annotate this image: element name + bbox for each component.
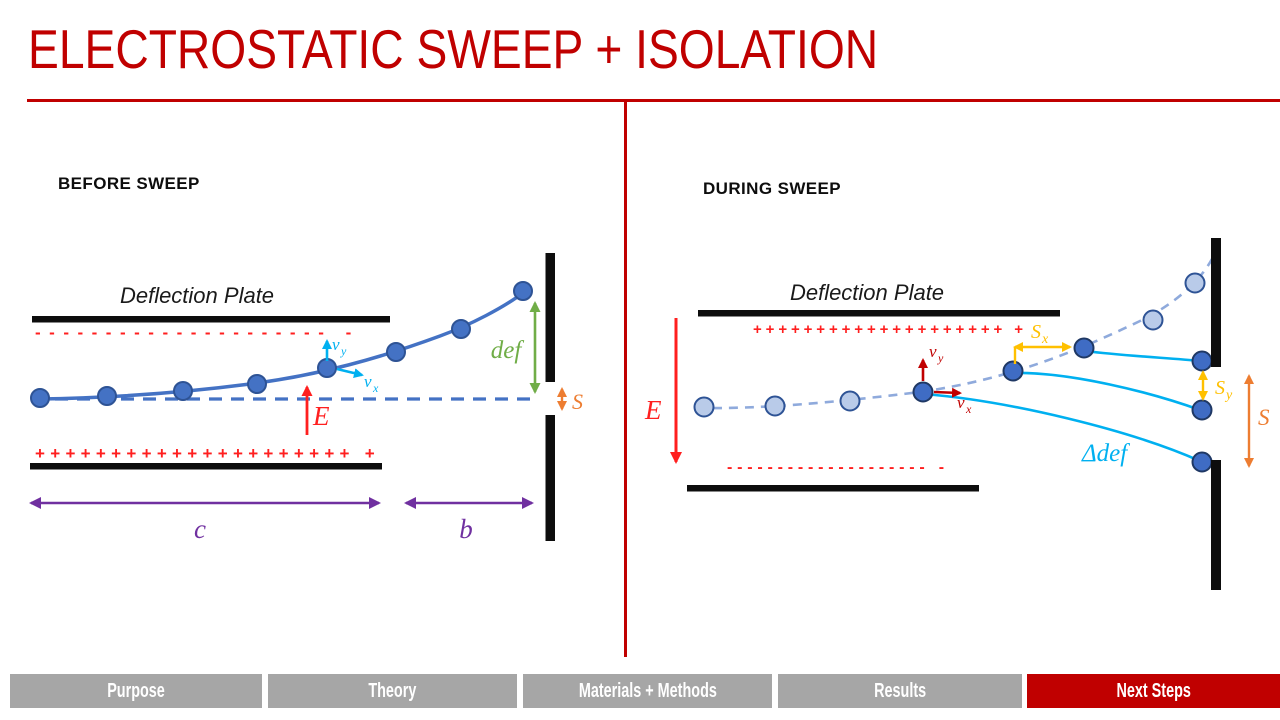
during-sweep-heading: DURING SWEEP	[703, 179, 841, 198]
velocity-x-label: v	[364, 372, 372, 391]
deflection-plate-label: Deflection Plate	[120, 283, 274, 308]
delta-deflection-label: Δdef	[1081, 440, 1130, 467]
deflection-plate-label: Deflection Plate	[790, 280, 944, 305]
page-title: ELECTROSTATIC SWEEP + ISOLATION	[28, 18, 879, 80]
velocity-y-label: v	[332, 335, 340, 354]
bottom-deflection-plate	[687, 485, 979, 492]
velocity-y-label: v	[929, 342, 937, 361]
sweep-y-sub: y	[1224, 388, 1233, 403]
tab-results[interactable]: Results	[778, 674, 1022, 708]
sweep-curve-top	[1084, 349, 1201, 363]
slit-label: S	[572, 389, 583, 414]
bottom-deflection-plate	[30, 463, 382, 470]
sweep-x-sub: x	[1041, 332, 1049, 347]
tab-theory[interactable]: Theory	[268, 674, 517, 708]
positive-charge-row: +++++++++++++++++++++ +	[35, 444, 380, 463]
before-sweep-heading: BEFORE SWEEP	[58, 174, 200, 193]
screen-upper-segment	[545, 253, 555, 382]
tab-theory-label: Theory	[368, 679, 417, 702]
velocity-x-sub: x	[372, 381, 379, 395]
electron-trajectory-curve	[37, 290, 526, 401]
top-deflection-plate	[32, 316, 390, 323]
tab-materials-methods[interactable]: Materials + Methods	[523, 674, 772, 708]
negative-charge-row: --------------------- -	[35, 323, 360, 342]
tab-next-steps-label: Next Steps	[1116, 679, 1191, 702]
top-deflection-plate	[698, 310, 1060, 317]
tab-results-label: Results	[873, 679, 927, 702]
velocity-x-sub: x	[965, 402, 972, 416]
velocity-x-label: v	[957, 393, 965, 412]
tab-purpose-label: Purpose	[107, 679, 165, 702]
velocity-x-arrow	[933, 387, 962, 398]
tab-purpose[interactable]: Purpose	[10, 674, 262, 708]
velocity-x-arrow	[336, 367, 364, 378]
tab-materials-label: Materials + Methods	[578, 679, 717, 702]
slit-label: S	[1258, 405, 1270, 430]
positive-charge-row: ++++++++++++++++++++ +	[753, 321, 1027, 338]
before-sweep-diagram: Deflection Plate --------------------- -…	[29, 253, 583, 544]
sweep-curve-middle	[1013, 371, 1201, 412]
velocity-y-sub: y	[340, 344, 347, 358]
panel-divider	[624, 101, 627, 657]
tab-next-steps[interactable]: Next Steps	[1027, 674, 1280, 708]
electron-dots	[912, 337, 1213, 473]
screen-lower-segment	[545, 415, 555, 541]
screen-upper-segment	[1211, 238, 1221, 367]
velocity-y-sub: y	[937, 351, 944, 365]
gap-length-label: b	[459, 514, 473, 544]
sweep-x-label: S	[1031, 321, 1041, 343]
sweep-trajectories	[923, 349, 1201, 463]
negative-charge-row: -------------------- -	[727, 459, 949, 476]
ghost-electron-dots	[693, 272, 1206, 418]
deflection-label: def	[491, 337, 525, 364]
screen-lower-segment	[1211, 460, 1221, 590]
field-label: E	[644, 395, 662, 425]
sweep-y-label: S	[1215, 377, 1225, 399]
electron-dots	[30, 281, 533, 408]
during-sweep-diagram: Deflection Plate ++++++++++++++++++++ + …	[644, 238, 1270, 590]
field-label: E	[312, 401, 330, 431]
plate-length-label: c	[194, 514, 206, 544]
title-divider	[27, 99, 1280, 102]
sweep-curve-bottom	[923, 392, 1201, 463]
